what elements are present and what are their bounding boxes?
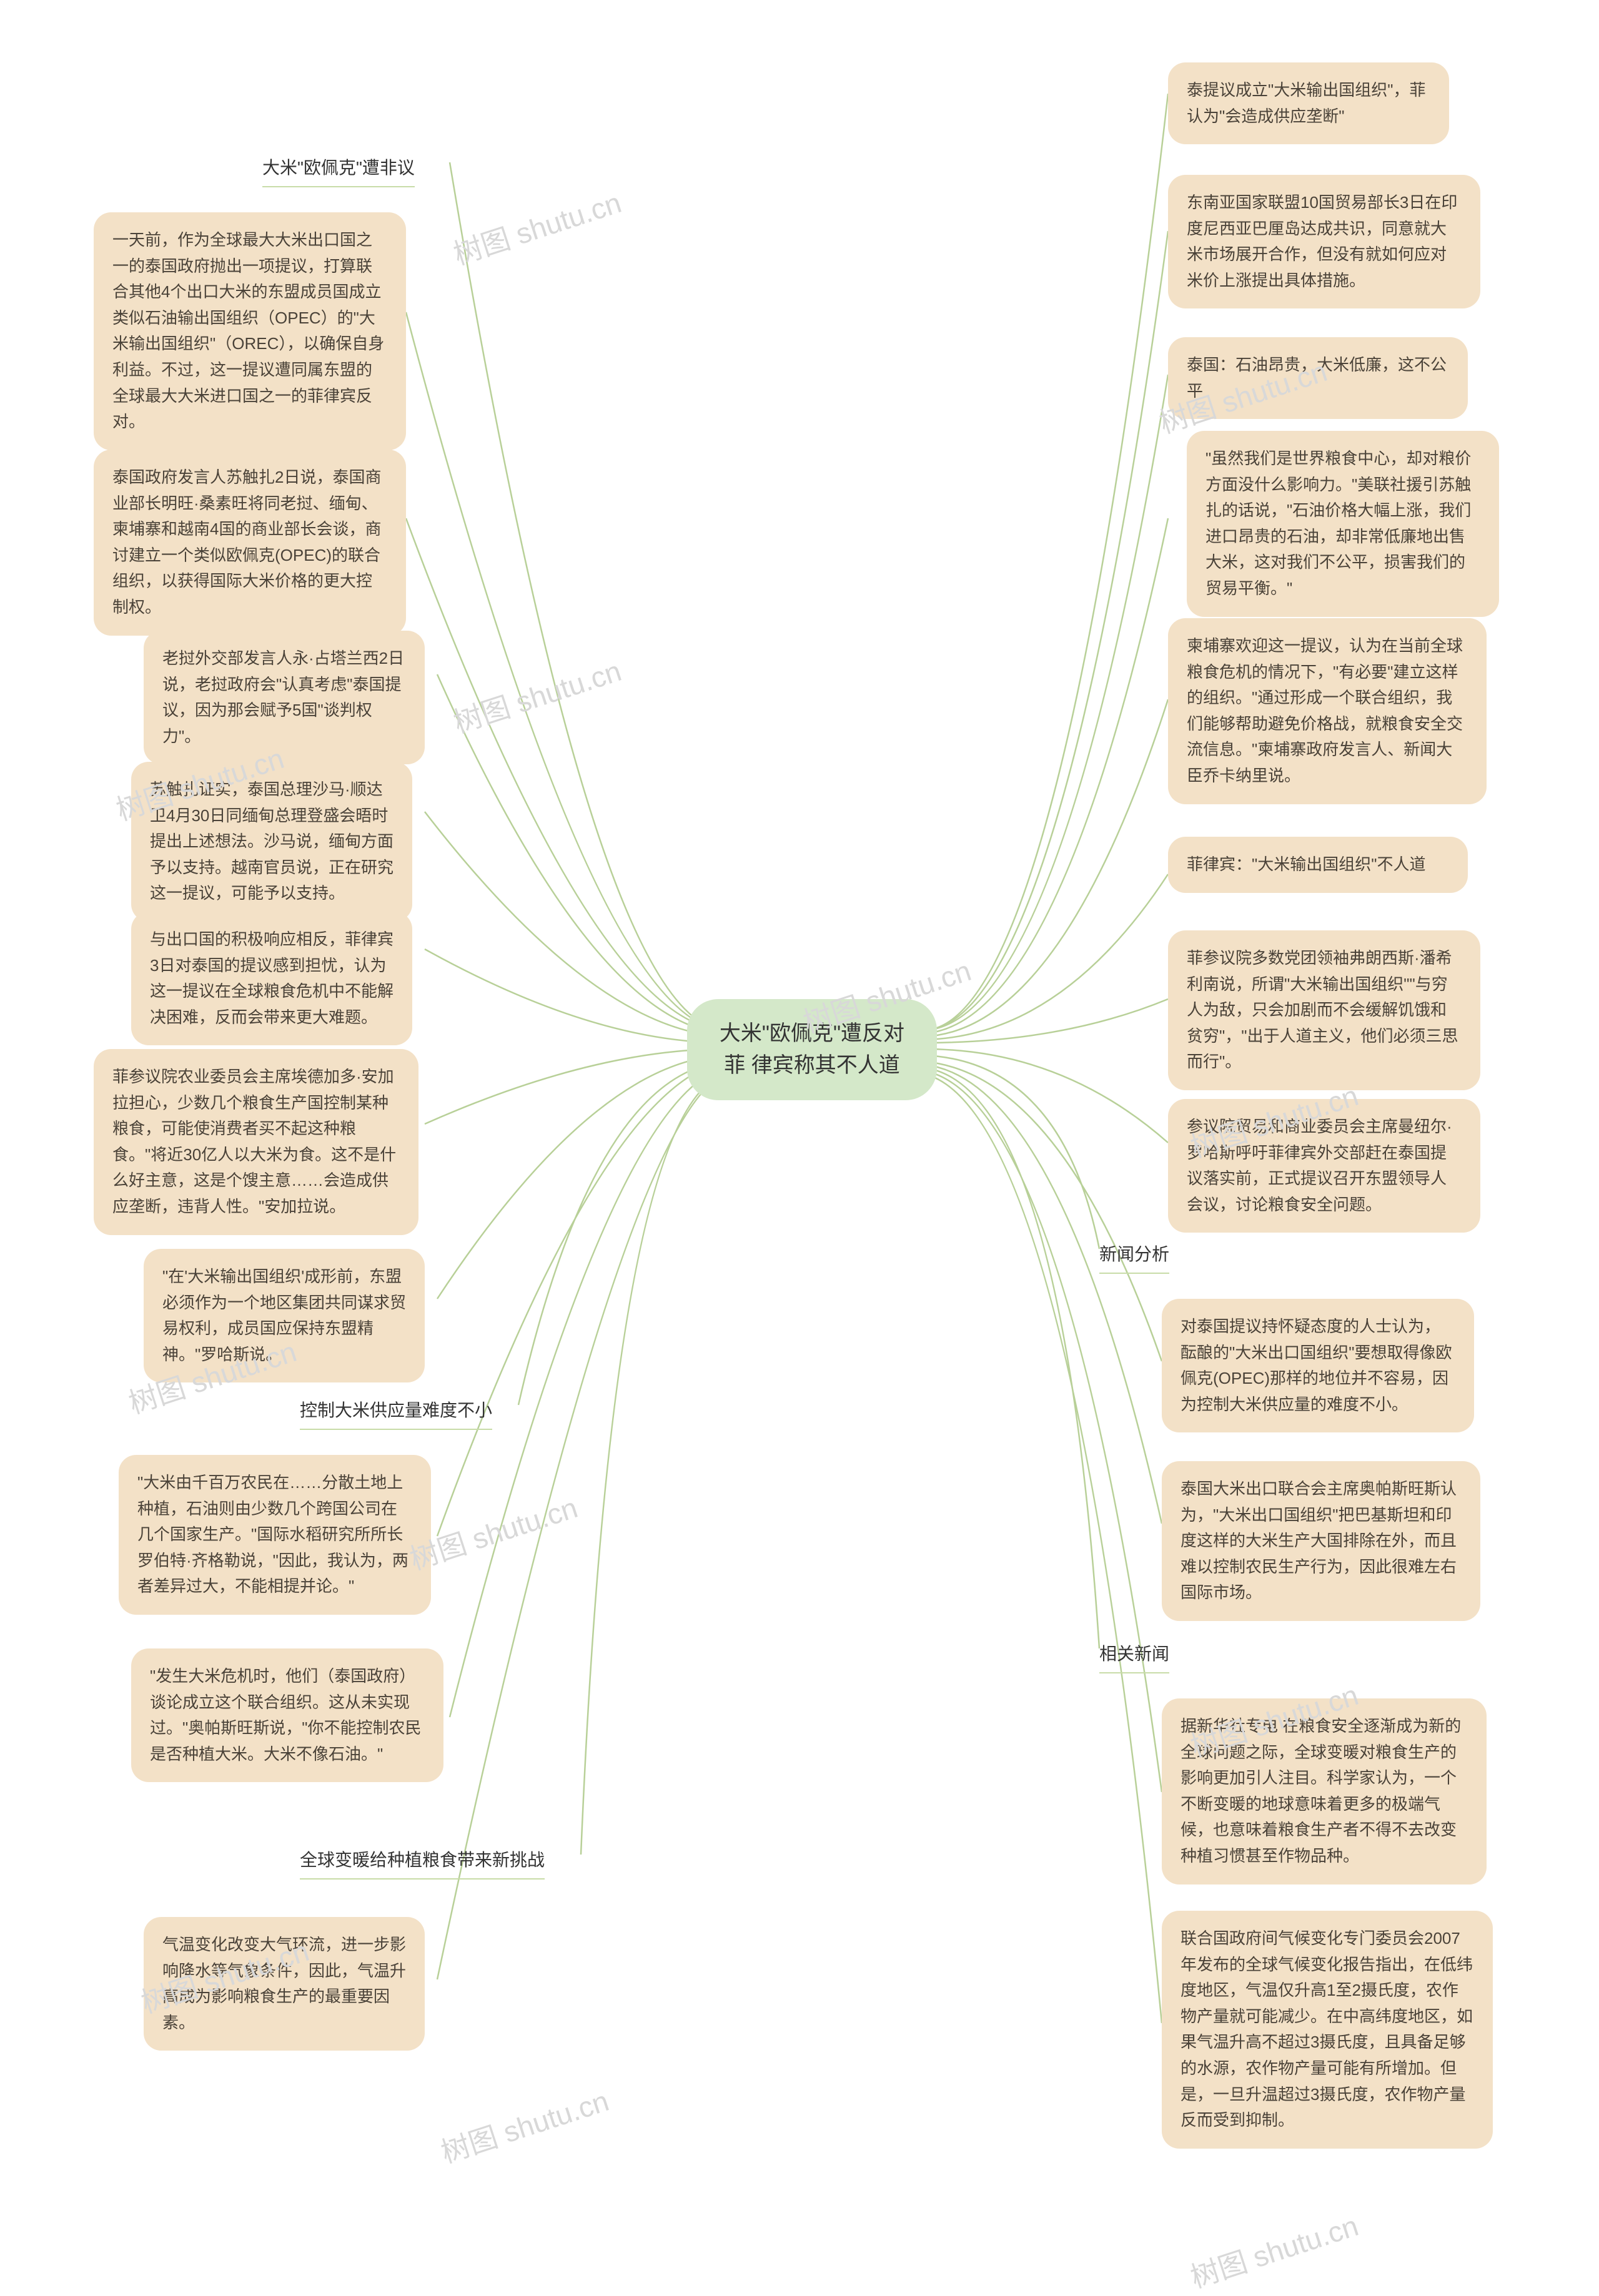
right-leaf-8: 参议院贸易和商业委员会主席曼纽尔·罗哈斯呼吁菲律宾外交部赶在泰国提议落实前，正式… bbox=[1168, 1099, 1480, 1233]
right-leaf-10: 泰国大米出口联合会主席奥帕斯旺斯认为，"大米出口国组织"把巴基斯坦和印度这样的大… bbox=[1162, 1461, 1480, 1621]
right-leaf-5: 柬埔寨欢迎这一提议，认为在当前全球粮食危机的情况下，"有必要"建立这样的组织。"… bbox=[1168, 618, 1487, 804]
right-leaf-6: 菲律宾："大米输出国组织"不人道 bbox=[1168, 837, 1468, 893]
left-leaf8-text: "大米由千百万农民在……分散土地上种植，石油则由少数几个跨国公司在几个国家生产。… bbox=[137, 1473, 408, 1595]
left-leaf-2: 泰国政府发言人苏触扎2日说，泰国商业部长明旺·桑素旺将同老挝、缅甸、柬埔寨和越南… bbox=[94, 450, 406, 636]
left-sub-opec: 大米"欧佩克"遭非议 bbox=[262, 150, 415, 187]
right-leaf12-text: 联合国政府间气候变化专门委员会2007年发布的全球气候变化报告指出，在低纬度地区… bbox=[1181, 1929, 1473, 2129]
right-leaf-12: 联合国政府间气候变化专门委员会2007年发布的全球气候变化报告指出，在低纬度地区… bbox=[1162, 1911, 1493, 2149]
right-leaf4-text: "虽然我们是世界粮食中心，却对粮价方面没什么影响力。"美联社援引苏触扎的话说，"… bbox=[1205, 449, 1471, 598]
left-leaf6-text: 菲参议院农业委员会主席埃德加多·安加拉担心，少数几个粮食生产国控制某种粮食，可能… bbox=[112, 1067, 396, 1216]
right-sub2-label: 相关新闻 bbox=[1099, 1644, 1169, 1663]
right-leaf-3: 泰国：石油昂贵，大米低廉，这不公平 bbox=[1168, 337, 1468, 419]
left-leaf5-text: 与出口国的积极响应相反，菲律宾3日对泰国的提议感到担忧，认为这一提议在全球粮食危… bbox=[150, 930, 394, 1027]
left-leaf3-text: 老挝外交部发言人永·占塔兰西2日说，老挝政府会"认真考虑"泰国提议，因为那会赋予… bbox=[162, 649, 404, 746]
center-node: 大米"欧佩克"遭反对 菲 律宾称其不人道 bbox=[687, 999, 937, 1100]
left-sub2-label: 控制大米供应量难度不小 bbox=[300, 1401, 492, 1420]
right-leaf3-text: 泰国：石油昂贵，大米低廉，这不公平 bbox=[1187, 355, 1447, 400]
right-leaf7-text: 菲参议院多数党团领袖弗朗西斯·潘希利南说，所谓"大米输出国组织""与穷人为敌，只… bbox=[1187, 948, 1458, 1071]
right-sub1-label: 新闻分析 bbox=[1099, 1244, 1169, 1264]
left-sub3-label: 全球变暖给种植粮食带来新挑战 bbox=[300, 1850, 545, 1870]
left-leaf1-text: 一天前，作为全球最大大米出口国之一的泰国政府抛出一项提议，打算联合其他4个出口大… bbox=[112, 230, 384, 431]
left-leaf-1: 一天前，作为全球最大大米出口国之一的泰国政府抛出一项提议，打算联合其他4个出口大… bbox=[94, 212, 406, 450]
left-sub1-label: 大米"欧佩克"遭非议 bbox=[262, 158, 415, 177]
left-sub-supply: 控制大米供应量难度不小 bbox=[300, 1392, 492, 1430]
left-leaf-4: 苏触扎证实，泰国总理沙马·顺达卫4月30日同缅甸总理登盛会晤时提出上述想法。沙马… bbox=[131, 762, 412, 922]
center-label: 大米"欧佩克"遭反对 菲 律宾称其不人道 bbox=[720, 1022, 904, 1077]
watermark-text: 树图 shutu.cn bbox=[448, 649, 626, 742]
right-leaf5-text: 柬埔寨欢迎这一提议，认为在当前全球粮食危机的情况下，"有必要"建立这样的组织。"… bbox=[1187, 636, 1463, 785]
left-leaf-7: "在'大米输出国组织'成形前，东盟必须作为一个地区集团共同谋求贸易权利，成员国应… bbox=[144, 1249, 425, 1382]
left-leaf-6: 菲参议院农业委员会主席埃德加多·安加拉担心，少数几个粮食生产国控制某种粮食，可能… bbox=[94, 1049, 418, 1235]
right-leaf-1: 泰提议成立"大米输出国组织"，菲认为"会造成供应垄断" bbox=[1168, 62, 1449, 144]
right-leaf6-text: 菲律宾："大米输出国组织"不人道 bbox=[1187, 855, 1425, 874]
left-sub-warming: 全球变暖给种植粮食带来新挑战 bbox=[300, 1842, 545, 1880]
watermark-text: 树图 shutu.cn bbox=[448, 180, 626, 273]
watermark-text: 树图 shutu.cn bbox=[435, 2079, 613, 2172]
right-sub-analysis: 新闻分析 bbox=[1099, 1236, 1169, 1274]
left-leaf-10: 气温变化改变大气环流，进一步影响降水等气象条件，因此，气温升高成为影响粮食生产的… bbox=[144, 1917, 425, 2051]
left-leaf-9: "发生大米危机时，他们（泰国政府）谈论成立这个联合组织。这从未实现过。"奥帕斯旺… bbox=[131, 1648, 443, 1782]
right-leaf11-text: 据新华社专电 在粮食安全逐渐成为新的全球问题之际，全球变暖对粮食生产的影响更加引… bbox=[1181, 1717, 1461, 1865]
watermark-text: 树图 shutu.cn bbox=[1185, 2204, 1363, 2296]
right-leaf2-text: 东南亚国家联盟10国贸易部长3日在印度尼西亚巴厘岛达成共识，同意就大米市场展开合… bbox=[1187, 193, 1457, 290]
right-leaf-7: 菲参议院多数党团领袖弗朗西斯·潘希利南说，所谓"大米输出国组织""与穷人为敌，只… bbox=[1168, 930, 1480, 1090]
left-leaf-3: 老挝外交部发言人永·占塔兰西2日说，老挝政府会"认真考虑"泰国提议，因为那会赋予… bbox=[144, 631, 425, 764]
left-leaf7-text: "在'大米输出国组织'成形前，东盟必须作为一个地区集团共同谋求贸易权利，成员国应… bbox=[162, 1267, 406, 1364]
left-leaf9-text: "发生大米危机时，他们（泰国政府）谈论成立这个联合组织。这从未实现过。"奥帕斯旺… bbox=[150, 1667, 421, 1763]
right-leaf-9: 对泰国提议持怀疑态度的人士认为，酝酿的"大米出口国组织"要想取得像欧佩克(OPE… bbox=[1162, 1299, 1474, 1432]
right-leaf9-text: 对泰国提议持怀疑态度的人士认为，酝酿的"大米出口国组织"要想取得像欧佩克(OPE… bbox=[1181, 1317, 1452, 1414]
right-leaf-2: 东南亚国家联盟10国贸易部长3日在印度尼西亚巴厘岛达成共识，同意就大米市场展开合… bbox=[1168, 175, 1480, 308]
left-leaf10-text: 气温变化改变大气环流，进一步影响降水等气象条件，因此，气温升高成为影响粮食生产的… bbox=[162, 1935, 406, 2032]
left-leaf-5: 与出口国的积极响应相反，菲律宾3日对泰国的提议感到担忧，认为这一提议在全球粮食危… bbox=[131, 912, 412, 1045]
left-leaf2-text: 泰国政府发言人苏触扎2日说，泰国商业部长明旺·桑素旺将同老挝、缅甸、柬埔寨和越南… bbox=[112, 468, 381, 616]
left-leaf4-text: 苏触扎证实，泰国总理沙马·顺达卫4月30日同缅甸总理登盛会晤时提出上述想法。沙马… bbox=[150, 780, 394, 902]
right-leaf1-text: 泰提议成立"大米输出国组织"，菲认为"会造成供应垄断" bbox=[1187, 81, 1425, 126]
right-leaf10-text: 泰国大米出口联合会主席奥帕斯旺斯认为，"大米出口国组织"把巴基斯坦和印度这样的大… bbox=[1181, 1479, 1457, 1602]
right-leaf-4: "虽然我们是世界粮食中心，却对粮价方面没什么影响力。"美联社援引苏触扎的话说，"… bbox=[1187, 431, 1499, 617]
right-leaf-11: 据新华社专电 在粮食安全逐渐成为新的全球问题之际，全球变暖对粮食生产的影响更加引… bbox=[1162, 1698, 1487, 1885]
left-leaf-8: "大米由千百万农民在……分散土地上种植，石油则由少数几个跨国公司在几个国家生产。… bbox=[119, 1455, 431, 1615]
right-sub-related: 相关新闻 bbox=[1099, 1636, 1169, 1673]
right-leaf8-text: 参议院贸易和商业委员会主席曼纽尔·罗哈斯呼吁菲律宾外交部赶在泰国提议落实前，正式… bbox=[1187, 1117, 1452, 1214]
